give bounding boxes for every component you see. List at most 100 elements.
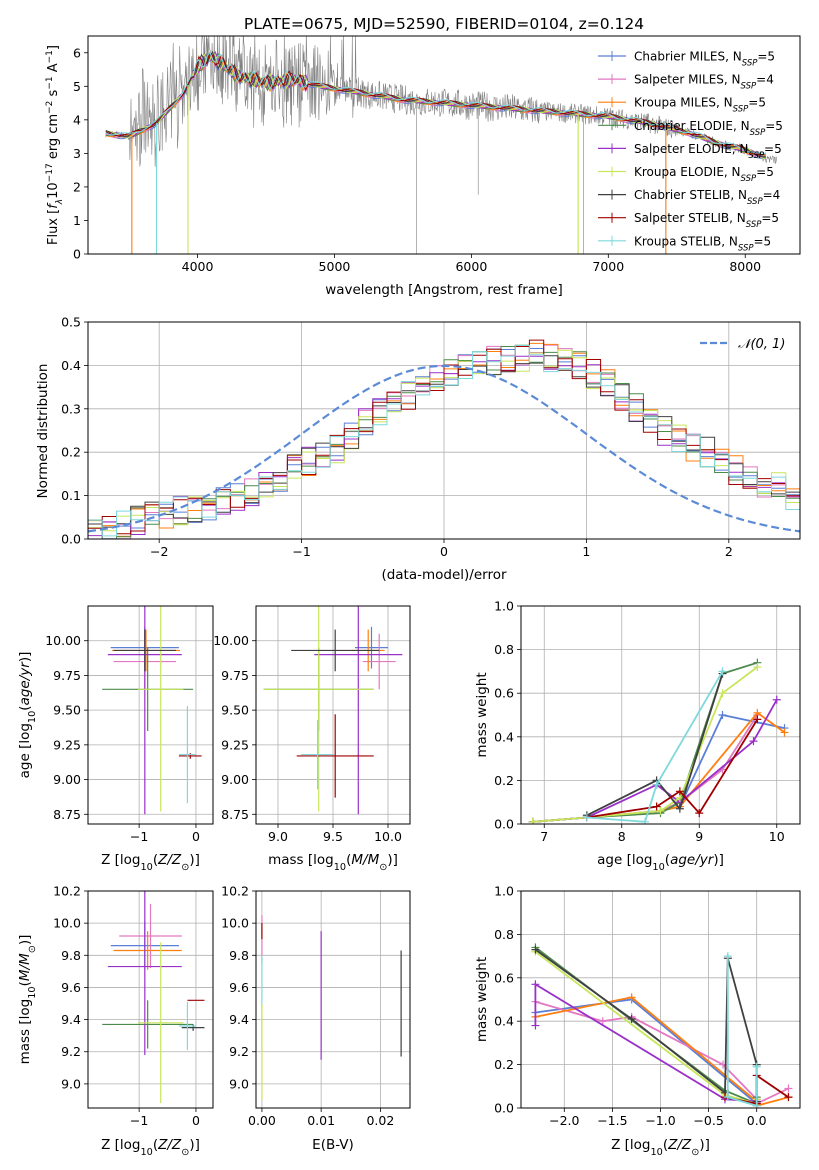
residuals-axes: −2 −1 0 1 2 0.0 0.1 0.2 0.3 0.4 0.5 (data-model)/er… <box>35 315 801 583</box>
data-point-marker <box>641 817 649 824</box>
weight_vs_age-ylabel: mass weight <box>474 672 490 757</box>
age_vs_Z-ylabel: age [log10(age/yr)] <box>17 652 38 779</box>
data-point-marker <box>723 1093 732 1102</box>
axes-frame <box>87 35 801 255</box>
y-tick-label: 0.5 <box>61 315 81 330</box>
mass-weight-series <box>532 666 758 823</box>
y-tick-label: 10.00 <box>45 633 81 648</box>
data-point-marker <box>598 1017 607 1026</box>
x-tick-label: 4000 <box>182 259 214 274</box>
legend-label: Salpeter MILES, NSSP=4 <box>634 73 774 92</box>
x-tick-label: 5000 <box>319 259 351 274</box>
y-tick-label: 0.2 <box>61 445 81 460</box>
axes-frame <box>520 890 801 1109</box>
data-point-marker <box>752 1101 761 1108</box>
mass_vs_Z-plot-area <box>102 891 205 1104</box>
x-tick-label: 0.0 <box>747 1113 767 1128</box>
x-tick-label: −1 <box>130 829 148 844</box>
y-tick-label: 9.50 <box>53 703 81 718</box>
mass-weight-series <box>586 673 724 817</box>
residuals-xlabel: (data-model)/error <box>381 567 507 583</box>
spectrum-axes: 4000 5000 6000 7000 8000 0 1 2 3 4 5 6 wavelength [A… <box>45 35 801 298</box>
residuals-ylabel: Normed distribution <box>35 364 51 499</box>
legend-label: Chabrier MILES, NSSP=5 <box>634 50 775 69</box>
mass_vs_ebv-xlabel-text: E(B-V) <box>312 1137 354 1153</box>
legend-label: Chabrier ELODIE, NSSP=5 <box>634 119 783 138</box>
x-tick-label: −2 <box>150 544 168 559</box>
x-tick-label: 10.0 <box>374 829 402 844</box>
model-fit-line <box>105 51 766 156</box>
y-tick-label: 9.00 <box>53 772 81 787</box>
x-tick-label: −2.0 <box>549 1113 579 1128</box>
legend-label: Kroupa MILES, NSSP=5 <box>634 96 766 115</box>
mass_vs_Z-ylabel: mass [log10(M/M⊙)] <box>17 935 38 1065</box>
mass_vs_Z-xlabel: Z [log10(Z/Z⊙)] <box>101 1137 200 1158</box>
weight_vs_Z-axes: −2.0 −1.5 −1.0 −0.5 0.0 0.0 0.2 0.4 0.6 0.8 1.0 Z [… <box>474 884 801 1158</box>
y-tick-label: 10.2 <box>221 884 249 899</box>
x-tick-label: −0.5 <box>693 1113 723 1128</box>
data-point-marker <box>528 817 537 824</box>
data-point-marker <box>652 780 661 789</box>
mass-weight-series <box>532 661 758 823</box>
x-tick-label: 0.01 <box>307 1113 335 1128</box>
histogram-series <box>88 355 800 528</box>
axes-frame <box>255 605 411 825</box>
weight_vs_age-plot-area <box>528 658 789 824</box>
data-point-marker <box>627 1015 636 1024</box>
y-tick-label: 0.2 <box>494 773 514 788</box>
y-tick-label: 10.0 <box>221 916 249 931</box>
mass-weight-series <box>534 982 757 1103</box>
weight_vs_Z-ylabel: mass weight <box>474 957 490 1042</box>
y-tick-label: 9.0 <box>229 1076 249 1091</box>
mass_vs_ebv-axes: 0.00 0.01 0.02 9.0 9.2 9.4 9.6 9.8 10.0 10.2 <box>221 884 411 1128</box>
data-point-marker <box>718 711 727 719</box>
weight_vs_age-xlabel: age [log10(age/yr)] <box>597 852 724 873</box>
data-point-marker <box>718 667 727 676</box>
histogram-series <box>88 344 800 539</box>
y-tick-label: 9.00 <box>221 772 249 787</box>
weight_vs_age-axes: 7 8 9 10 0.0 0.2 0.4 0.6 0.8 1.0 age [log10(age/yr… <box>474 599 801 873</box>
legend-label: Salpeter ELODIE, NSSP=5 <box>634 142 782 161</box>
y-tick-label: 9.6 <box>61 980 81 995</box>
data-point-marker <box>531 980 540 989</box>
age_vs_mass-plot-area <box>263 606 403 815</box>
y-tick-label: 0.4 <box>494 1014 514 1029</box>
age_vs_mass-axes: 9.0 9.5 10.0 8.75 9.00 9.25 9.50 9.75 10.00 mass … <box>213 605 411 873</box>
data-point-marker <box>675 804 684 813</box>
data-point-marker <box>675 787 684 796</box>
y-tick-label: 9.50 <box>221 703 249 718</box>
spectrum-ylabel: Flux [fλ10−17 erg cm−2 s−1 A−1] <box>45 45 65 245</box>
data-point-marker <box>652 802 661 811</box>
x-tick-label: 10 <box>769 829 785 844</box>
x-tick-label: 8000 <box>729 259 761 274</box>
figure-title: PLATE=0675, MJD=52590, FIBERID=0104, z=0… <box>244 15 644 33</box>
weight_vs_Z-plot-area <box>531 943 793 1108</box>
model-fit-line <box>105 51 767 155</box>
data-point-marker <box>723 952 732 961</box>
histogram-series <box>88 339 800 535</box>
y-tick-label: 9.2 <box>61 1044 81 1059</box>
y-tick-label: 0.8 <box>494 927 514 942</box>
data-point-marker <box>695 809 704 818</box>
data-point-marker <box>531 945 540 954</box>
y-tick-label: 0.6 <box>494 686 514 701</box>
y-tick-label: 8.75 <box>53 807 81 822</box>
data-point-marker <box>753 715 762 724</box>
y-tick-label: 0.3 <box>61 401 81 416</box>
normal-reference-curve <box>88 364 800 533</box>
axes-frame <box>255 890 411 1109</box>
y-tick-label: 0.1 <box>61 488 81 503</box>
y-tick-label: 3 <box>73 146 81 161</box>
spectrum-legend: Chabrier MILES, NSSP=5 Salpeter MILES, NS… <box>598 50 783 253</box>
histogram-series <box>88 344 800 539</box>
model-fit-line <box>105 52 766 158</box>
x-tick-label: 0 <box>192 1113 200 1128</box>
residuals-plot-area <box>88 339 800 539</box>
y-tick-label: 9.4 <box>229 1012 249 1027</box>
spectrum-xlabel: wavelength [Angstrom, rest frame] <box>325 282 563 298</box>
legend-label: 𝒩(0, 1) <box>738 337 785 352</box>
y-tick-label: 0.0 <box>494 817 514 832</box>
y-tick-label: 0.6 <box>494 970 514 985</box>
y-tick-label: 8.75 <box>221 807 249 822</box>
